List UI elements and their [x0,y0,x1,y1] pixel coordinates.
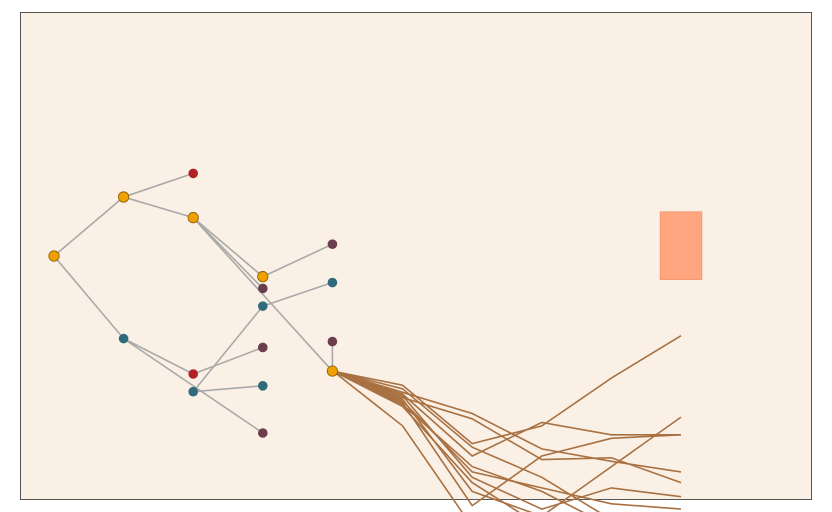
tree-edge [262,243,333,278]
tree-node-plum [258,283,268,294]
tree-node-plum [327,239,338,249]
tree-edge [262,281,333,307]
path-line [332,370,682,473]
path-line [332,370,682,510]
tree-node-teal [258,381,268,391]
path-line [332,370,463,512]
path-line [332,370,681,457]
highlight-box [659,211,703,280]
path-line [332,370,682,507]
tree-node-red [188,168,198,179]
highlight-layer [659,211,703,280]
tree-edge [123,337,194,375]
tree-node-orange [48,250,60,262]
tree-edge [123,337,264,434]
tree-nodes [48,168,338,438]
tree-node-orange [257,271,269,283]
tree-edge [192,217,264,278]
tree-node-teal [327,277,338,288]
tree-edge [193,385,263,393]
tree-node-teal [188,386,198,397]
tree-edge [192,346,264,375]
tree-edge [123,196,194,219]
path-line [332,370,601,512]
path-line [332,335,682,445]
tree-node-teal [118,333,129,344]
tree-node-orange [187,212,199,224]
path-line [332,370,682,512]
tree-node-orange [118,191,130,203]
tree-node-plum [327,336,338,347]
tree-edge [123,172,194,198]
tree-node-plum [258,342,268,353]
path-lines [332,335,682,512]
path-line [332,370,585,512]
tree-edges [53,172,334,434]
tree-edge [53,255,125,340]
tree-edge [192,217,333,372]
tree-edge [192,305,264,393]
path-line [332,370,520,512]
tree-node-red [188,369,198,379]
tree-node-teal [258,301,268,311]
tree-node-orange [326,365,338,377]
tree-edge [53,196,125,257]
tree-node-plum [258,428,268,438]
